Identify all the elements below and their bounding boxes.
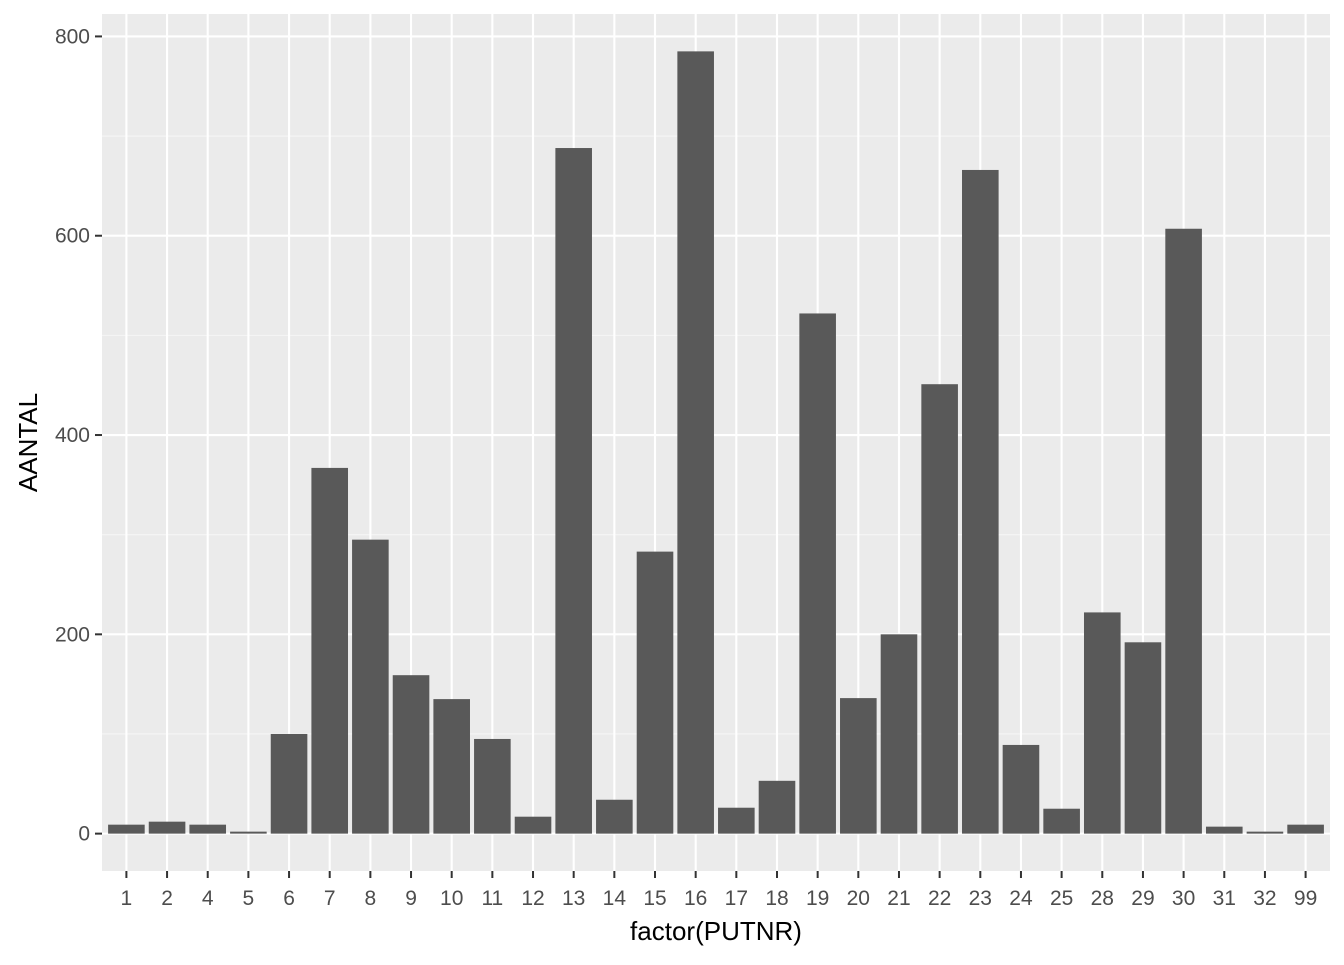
bar-10 — [433, 699, 470, 834]
x-tick-label: 17 — [725, 887, 748, 910]
x-tick-label: 5 — [243, 887, 255, 910]
bar-13 — [555, 148, 592, 834]
x-tick-label: 24 — [1009, 887, 1033, 910]
bar-23 — [962, 169, 999, 834]
bar-11 — [474, 738, 511, 834]
y-axis-title: AANTAL — [13, 393, 43, 492]
y-tick-label: 400 — [55, 424, 90, 447]
x-tick-label: 12 — [521, 887, 544, 910]
bar-6 — [270, 733, 308, 834]
bar-28 — [1083, 612, 1121, 834]
x-tick-label: 31 — [1213, 887, 1236, 910]
x-axis-title: factor(PUTNR) — [630, 916, 802, 946]
x-tick-label: 22 — [928, 887, 951, 910]
y-tick-label: 600 — [55, 225, 90, 248]
x-tick-label: 16 — [684, 887, 707, 910]
bar-29 — [1124, 642, 1162, 834]
x-tick-label: 29 — [1131, 887, 1154, 910]
bar-31 — [1205, 826, 1243, 834]
bar-19 — [799, 313, 836, 834]
bar-14 — [596, 799, 633, 834]
x-tick-label: 1 — [121, 887, 133, 910]
y-tick-label: 800 — [55, 25, 90, 48]
x-tick-label: 99 — [1294, 887, 1317, 910]
bar-24 — [1002, 744, 1040, 834]
y-tick-label: 200 — [55, 623, 90, 646]
bar-4 — [189, 824, 227, 834]
x-tick-label: 4 — [202, 887, 214, 910]
x-tick-label: 7 — [324, 887, 336, 910]
bar-1 — [108, 824, 145, 834]
bar-16 — [677, 51, 714, 834]
bar-18 — [758, 780, 796, 834]
x-axis: 1 2 4 5 6 7 8 9 10 11 12 13 14 15 16 17 18 19 20 21 22 23 24 25… — [121, 871, 1317, 910]
bar-25 — [1043, 808, 1080, 834]
x-tick-label: 25 — [1050, 887, 1073, 910]
x-tick-label: 19 — [806, 887, 829, 910]
y-axis: 0 200 400 600 800 — [55, 25, 102, 846]
x-tick-label: 15 — [643, 887, 666, 910]
x-tick-label: 28 — [1091, 887, 1114, 910]
bars — [108, 51, 1324, 834]
y-tick-label: 0 — [78, 823, 90, 846]
x-tick-label: 20 — [847, 887, 870, 910]
x-tick-label: 30 — [1172, 887, 1195, 910]
x-tick-label: 11 — [481, 887, 503, 910]
x-tick-label: 21 — [887, 887, 910, 910]
bar-30 — [1165, 228, 1202, 834]
bar-12 — [514, 816, 552, 834]
bar-2 — [148, 821, 186, 834]
bar-8 — [352, 539, 389, 834]
bar-9 — [392, 675, 430, 834]
bar-99 — [1287, 824, 1324, 834]
x-tick-label: 6 — [283, 887, 295, 910]
bar-5 — [230, 831, 267, 834]
bar-7 — [311, 467, 349, 834]
bar-17 — [718, 807, 755, 834]
x-tick-label: 14 — [603, 887, 627, 910]
x-tick-label: 8 — [365, 887, 377, 910]
bar-21 — [880, 634, 918, 834]
x-tick-label: 32 — [1253, 887, 1276, 910]
x-tick-label: 2 — [161, 887, 173, 910]
bar-32 — [1246, 831, 1284, 834]
bar-22 — [921, 384, 958, 834]
x-tick-label: 10 — [440, 887, 463, 910]
x-tick-label: 9 — [405, 887, 417, 910]
x-tick-label: 23 — [969, 887, 992, 910]
x-tick-label: 13 — [562, 887, 585, 910]
x-tick-label: 18 — [765, 887, 788, 910]
bar-15 — [636, 551, 674, 834]
bar-20 — [840, 698, 877, 834]
